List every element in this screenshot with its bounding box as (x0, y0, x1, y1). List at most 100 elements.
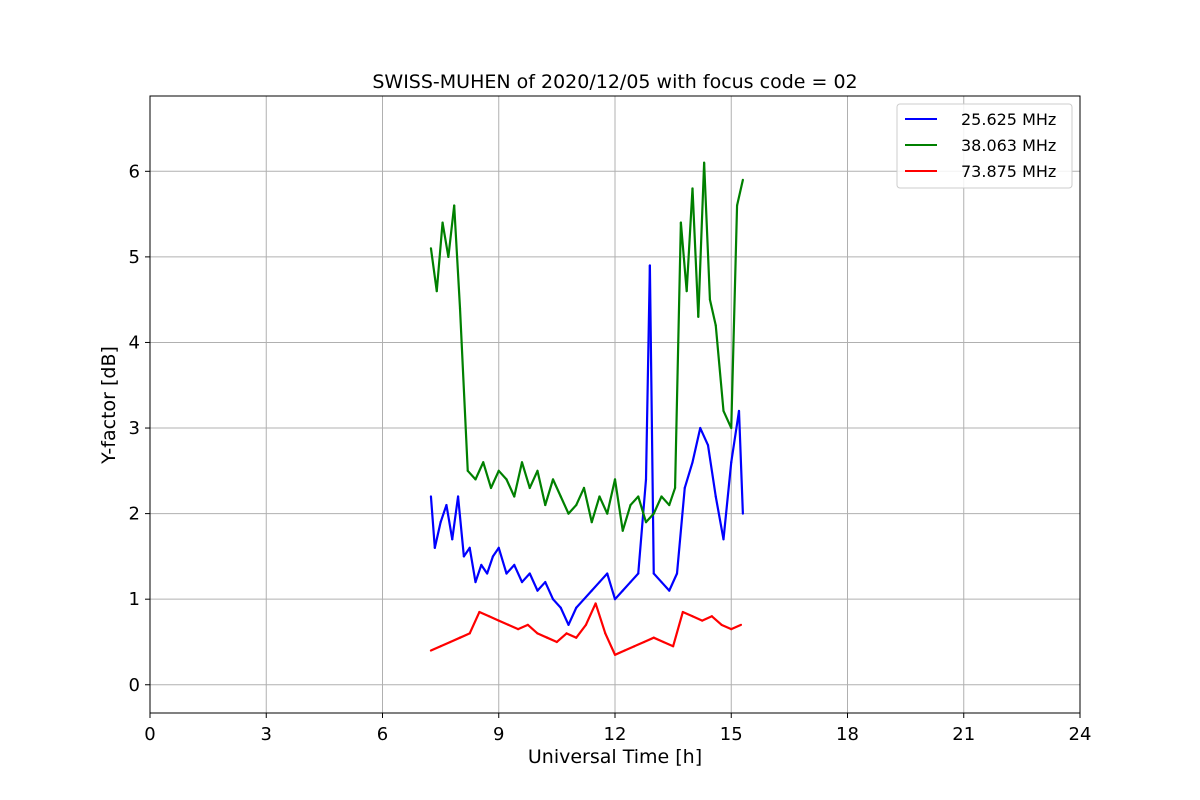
series-2-segment (606, 478, 617, 515)
series-3-segment (652, 636, 665, 644)
series-2-segment (575, 486, 586, 507)
series-2-segment (447, 204, 456, 258)
series-1-segment (559, 606, 570, 626)
series-3-segment (468, 610, 481, 635)
series-1-segment (544, 580, 555, 601)
series-3-segment (565, 632, 578, 639)
series-2-segment (598, 495, 609, 515)
series-2-segment (429, 247, 438, 293)
series-1-segment (513, 563, 524, 584)
series-1-segment (629, 572, 640, 584)
x-tick-label: 24 (1069, 724, 1092, 745)
series-1-segment (451, 495, 460, 541)
y-tick-label: 6 (129, 161, 140, 182)
series-2-segment (730, 204, 739, 430)
series-1-segment (699, 426, 710, 447)
series-1-segment (462, 546, 471, 558)
series-2-segment (551, 478, 562, 498)
series-1-segment (567, 606, 578, 626)
series-2-segment (466, 469, 477, 481)
series-1-segment (551, 598, 562, 609)
series-2-segment (652, 495, 663, 515)
series-2-segment (489, 469, 500, 490)
series-2-segment (708, 298, 717, 327)
series-1-segment (737, 409, 744, 515)
series-1-segment (439, 503, 448, 524)
series-1-segment (660, 580, 671, 592)
y-tick-label: 2 (129, 504, 140, 525)
series-3-segment (439, 640, 452, 648)
series-1-segment (468, 546, 477, 584)
series-2-segment (685, 187, 694, 293)
series-3-segment (642, 636, 655, 644)
y-axis-label: Y-factor [dB] (98, 346, 120, 465)
series-1-segment (652, 572, 663, 584)
series-3-segment (507, 623, 520, 631)
series-3-segment (555, 632, 568, 644)
series-1-segment (491, 546, 500, 558)
series-2-segment (637, 495, 648, 524)
legend: 25.625 MHz 38.063 MHz 73.875 MHz (896, 103, 1073, 189)
series-2-segment (435, 221, 444, 293)
series-2-segment (703, 161, 712, 301)
series-3-segment (720, 623, 733, 631)
x-tick-label: 3 (261, 724, 272, 745)
series-3-segment (517, 623, 529, 631)
series-1-segment (456, 495, 465, 558)
series-1-segment (445, 503, 454, 541)
series-2-segment (679, 221, 688, 293)
series-2-segment (505, 478, 516, 498)
y-tick-label: 5 (129, 247, 140, 268)
series-2-segment (613, 478, 624, 532)
series-2-segment (536, 469, 547, 507)
series-2-segment (482, 461, 493, 490)
series-1-segment (675, 486, 686, 575)
legend-entry-3: 73.875 MHz (961, 162, 1056, 181)
series-2-segment (735, 178, 744, 207)
x-tick-label: 0 (144, 724, 155, 745)
x-tick-label: 12 (604, 724, 627, 745)
x-tick-label: 21 (952, 724, 975, 745)
series-2-segment (691, 187, 700, 318)
series-2-segment (629, 495, 640, 507)
series-3-segment (584, 602, 597, 626)
series-2-segment (673, 221, 682, 490)
series-1-segment (528, 572, 539, 592)
series-2-segment (559, 495, 570, 515)
series-2-segment (567, 503, 578, 515)
series-1-segment (683, 461, 694, 490)
series-1-segment (691, 426, 702, 464)
x-tick-label: 9 (493, 724, 504, 745)
series-2-segment (582, 486, 593, 524)
series-2-segment (714, 324, 725, 413)
series-1-segment (505, 563, 516, 575)
series-2-segment (697, 161, 706, 318)
series-layer (429, 161, 744, 656)
series-2-segment (474, 461, 485, 481)
series-1-segment (429, 495, 436, 549)
y-tick-label: 4 (129, 332, 140, 353)
series-3-segment (429, 645, 442, 652)
series-1-segment (536, 580, 547, 592)
series-3-segment (497, 619, 510, 626)
series-1-segment (606, 572, 617, 601)
series-2-segment (458, 307, 469, 472)
series-3-segment (691, 615, 704, 622)
series-2-segment (497, 469, 508, 481)
legend-entry-1: 25.625 MHz (961, 110, 1056, 129)
series-1-segment (497, 546, 508, 575)
series-1-segment (637, 478, 648, 575)
series-2-segment (668, 486, 677, 507)
series-1-segment (575, 598, 586, 609)
series-3-segment (449, 636, 462, 644)
series-1-segment (722, 461, 733, 541)
series-3-segment (604, 632, 617, 656)
series-1-segment (520, 572, 531, 584)
series-3-segment (594, 602, 607, 635)
y-tick-label: 0 (129, 675, 140, 696)
chart-title: SWISS-MUHEN of 2020/12/05 with focus cod… (372, 71, 857, 93)
legend-box (896, 103, 1073, 189)
series-3-segment (526, 623, 539, 635)
